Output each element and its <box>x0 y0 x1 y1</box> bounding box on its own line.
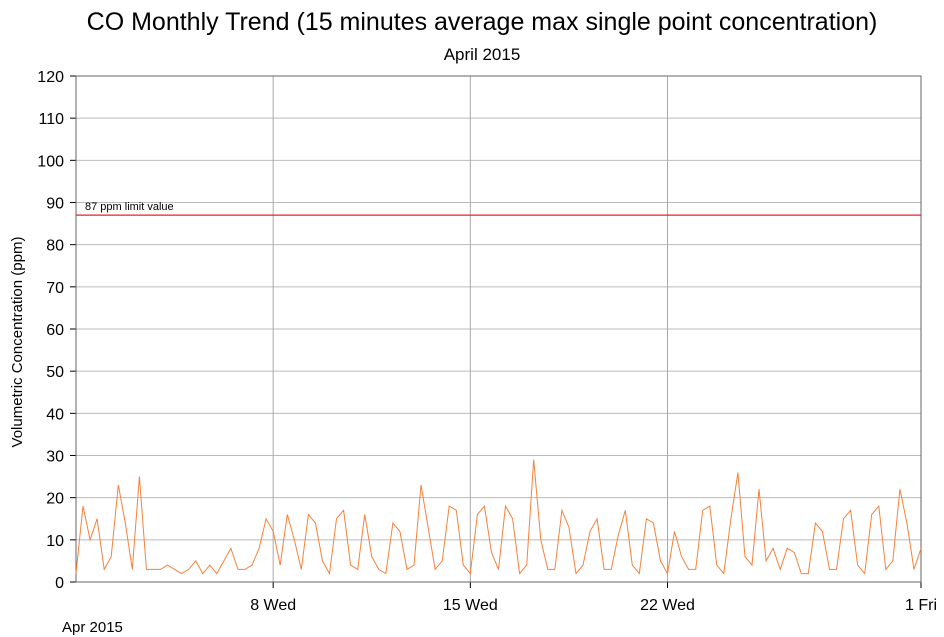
y-tick-label: 120 <box>37 69 64 86</box>
data-line <box>75 459 922 576</box>
chart-title: CO Monthly Trend (15 minutes average max… <box>87 8 878 36</box>
y-tick-label: 0 <box>55 575 64 592</box>
x-tick-label: 1 Fri <box>905 597 937 614</box>
y-tick-label: 30 <box>46 449 64 466</box>
x-tick-label: 22 Wed <box>640 597 695 614</box>
y-tick-label: 100 <box>37 153 64 170</box>
y-tick-label: 110 <box>38 111 64 128</box>
y-tick-label: 90 <box>46 196 64 213</box>
x-tick-label: 8 Wed <box>250 597 296 614</box>
y-axis-label: Volumetric Concentration (ppm) <box>9 237 26 448</box>
chart-subtitle: April 2015 <box>444 45 521 64</box>
y-tick-label: 50 <box>46 364 64 381</box>
y-tick-label: 20 <box>46 491 64 508</box>
x-tick-label: 15 Wed <box>443 597 498 614</box>
y-tick-label: 40 <box>46 406 64 423</box>
limit-label: 87 ppm limit value <box>85 201 174 213</box>
y-tick-label: 70 <box>46 280 64 297</box>
y-tick-label: 80 <box>46 238 64 255</box>
y-tick-label: 10 <box>46 533 64 550</box>
plot-frame <box>75 75 922 583</box>
y-tick-label: 60 <box>46 322 64 339</box>
x-axis-label: Apr 2015 <box>62 619 123 636</box>
